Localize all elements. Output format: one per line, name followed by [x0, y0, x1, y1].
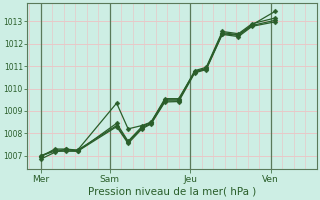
X-axis label: Pression niveau de la mer( hPa ): Pression niveau de la mer( hPa )	[88, 187, 256, 197]
